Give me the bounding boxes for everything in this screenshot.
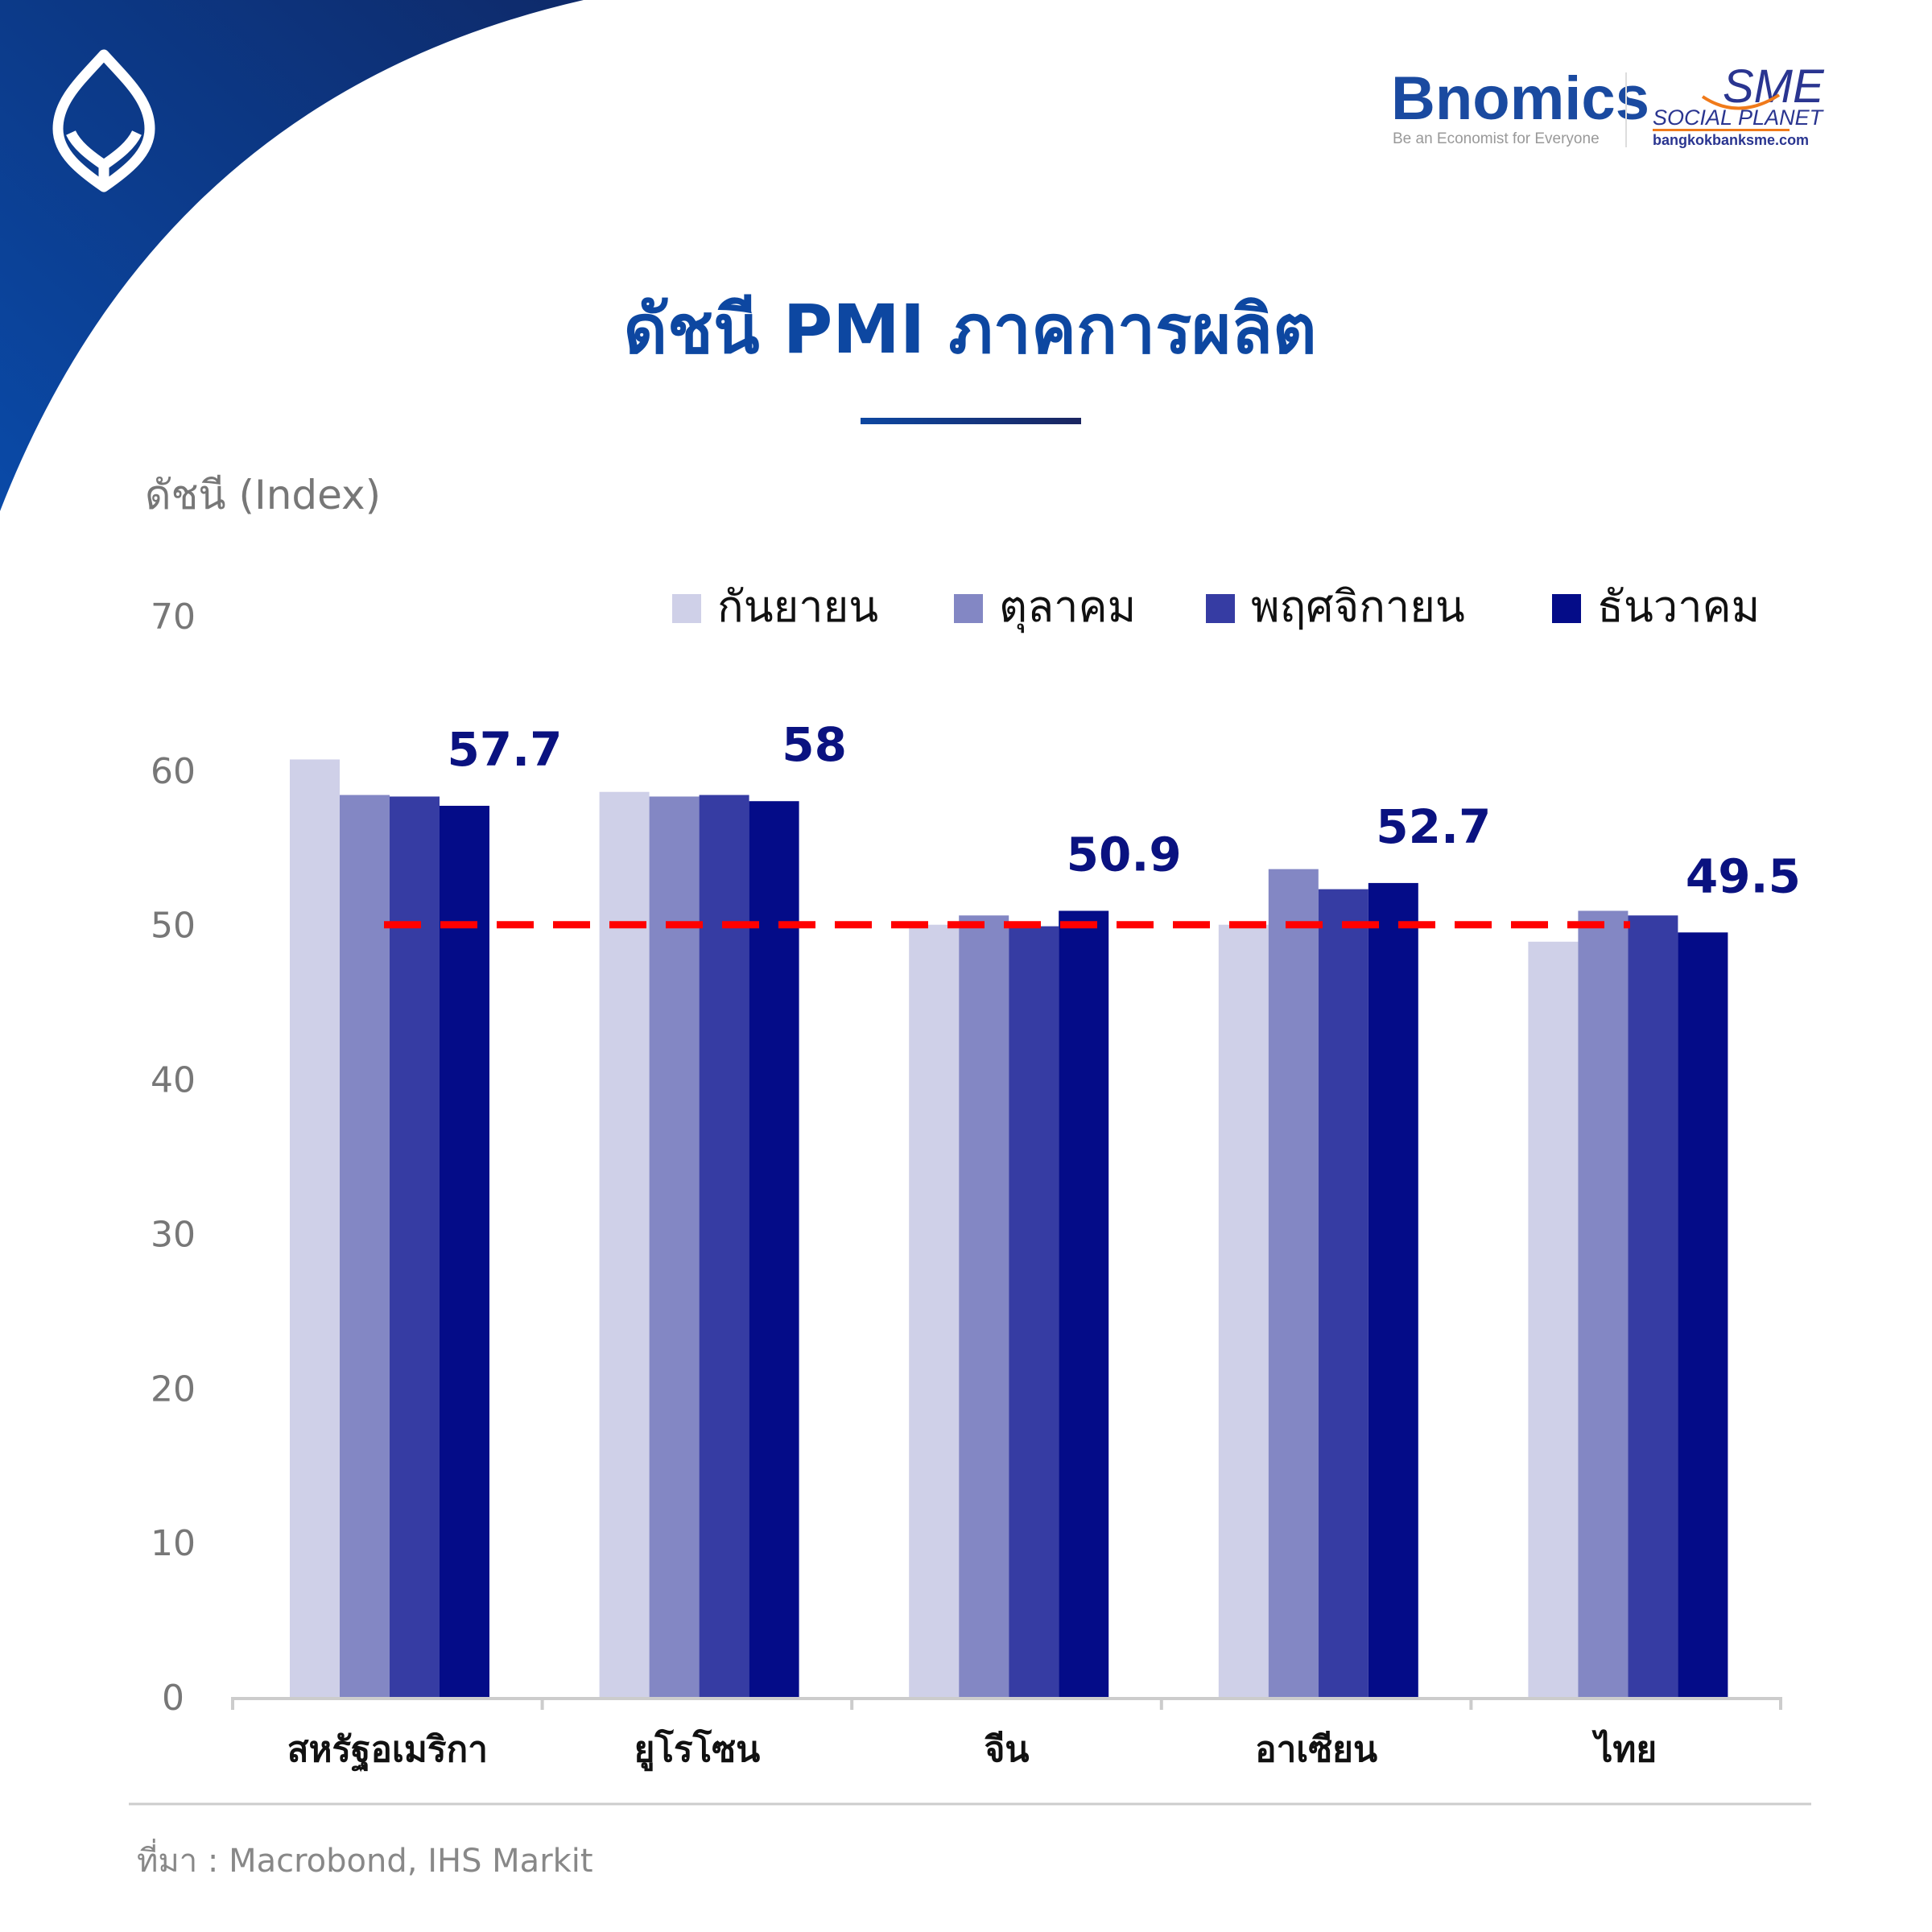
data-label: 50.9	[1067, 827, 1182, 881]
bar-3-4	[1678, 932, 1728, 1697]
bar-1-0	[340, 795, 390, 1698]
bnomics-name: Bnomics	[1391, 64, 1649, 133]
sme-logo: SME SOCIAL PLANET bangkokbanksme.com	[1653, 60, 1825, 148]
bar-2-4	[1628, 915, 1678, 1697]
sme-name: SME	[1723, 60, 1825, 113]
bar-0-0	[290, 759, 340, 1697]
bar-1-2	[959, 915, 1009, 1697]
data-label: 52.7	[1376, 799, 1491, 854]
bars	[290, 759, 1728, 1698]
y-ticks: 0 10 20 30 40 50 60 70	[151, 597, 196, 1719]
y-tick-label: 20	[151, 1368, 196, 1410]
bar-0-3	[1218, 924, 1269, 1697]
legend-swatch	[954, 594, 983, 623]
bar-2-1	[699, 795, 749, 1698]
category-label: ไทย	[1591, 1728, 1657, 1770]
bar-1-3	[1268, 869, 1319, 1697]
legend-swatch	[672, 594, 701, 623]
y-tick-label: 60	[151, 751, 196, 792]
bar-3-0	[440, 805, 489, 1697]
category-label: ยูโรโซน	[634, 1728, 761, 1771]
y-tick-label: 30	[151, 1214, 196, 1255]
bar-2-3	[1318, 889, 1368, 1697]
bar-3-1	[749, 801, 799, 1698]
bar-0-4	[1528, 941, 1579, 1697]
legend-swatch	[1206, 594, 1235, 623]
x-axis: สหรัฐอเมริกา ยูโรโซน จีน อาเซียน ไทย	[231, 1697, 1782, 1772]
legend-label: พฤศจิกายน	[1251, 581, 1465, 632]
bar-1-4	[1578, 910, 1629, 1697]
legend: กันยายน ตุลาคม พฤศจิกายน ธันวาคม	[672, 581, 1760, 634]
bnomics-logo: Bnomics Be an Economist for Everyone	[1391, 64, 1649, 147]
data-label: 57.7	[447, 722, 562, 777]
y-tick-label: 50	[151, 906, 196, 947]
sme-url: bangkokbanksme.com	[1653, 132, 1809, 148]
legend-label: ตุลาคม	[999, 581, 1136, 634]
legend-label: ธันวาคม	[1597, 581, 1760, 632]
data-label: 49.5	[1686, 848, 1801, 903]
category-label: สหรัฐอเมริกา	[287, 1729, 488, 1772]
category-label: อาเซียน	[1255, 1729, 1377, 1770]
bar-0-2	[909, 924, 960, 1697]
data-label: 58	[782, 717, 847, 772]
bar-0-1	[599, 791, 650, 1697]
bar-2-0	[390, 796, 440, 1697]
bnomics-tagline: Be an Economist for Everyone	[1393, 130, 1600, 147]
bar-3-3	[1368, 882, 1418, 1697]
title-underline	[861, 418, 1081, 424]
bar-3-2	[1059, 910, 1109, 1697]
y-tick-label: 70	[151, 597, 196, 638]
y-tick-label: 0	[162, 1678, 184, 1719]
bangkok-bank-logo-icon	[52, 49, 155, 192]
legend-swatch	[1552, 594, 1581, 623]
y-tick-label: 10	[151, 1523, 196, 1564]
chart-title: ดัชนี PMI ภาคการผลิต	[624, 290, 1317, 369]
category-label: จีน	[984, 1729, 1029, 1770]
sme-sub: SOCIAL PLANET	[1653, 105, 1825, 130]
bar-2-2	[1009, 926, 1059, 1697]
y-tick-label: 40	[151, 1060, 196, 1101]
data-labels: 57.7 58 50.9 52.7 49.5	[447, 717, 1801, 903]
y-axis-label: ดัชนี (Index)	[145, 472, 381, 518]
bar-1-1	[649, 796, 700, 1697]
source-text: ที่มา : Macrobond, IHS Markit	[137, 1839, 593, 1880]
legend-label: กันยายน	[717, 581, 878, 632]
